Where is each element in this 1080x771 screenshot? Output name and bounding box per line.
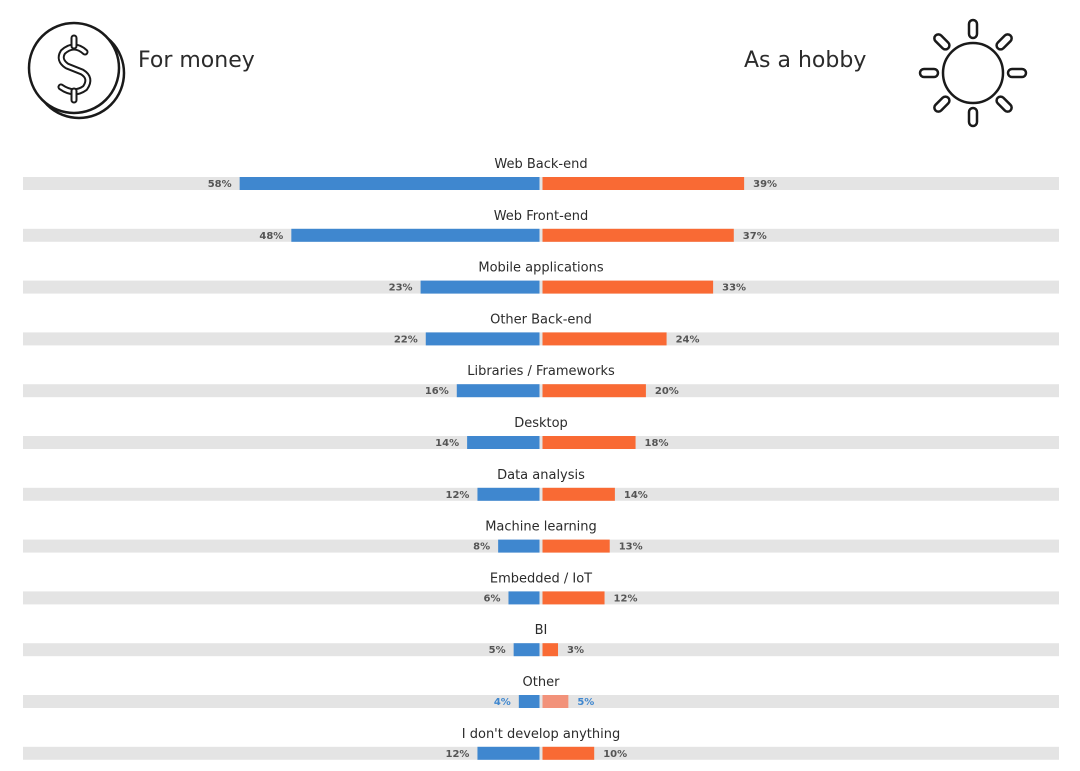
bar-track [23,539,1059,553]
category-label: Mobile applications [478,261,603,276]
for-money-value-label: 58% [208,179,232,190]
for-money-bar [291,228,540,242]
as-a-hobby-value-label: 13% [619,542,643,553]
for-money-value-label: 12% [446,490,470,501]
dollar-coin-icon [27,21,126,120]
sun-icon [918,18,1028,128]
bar-track [23,591,1059,605]
bar-track [23,384,1059,398]
category-label: Other Back-end [490,312,592,327]
as-a-hobby-bar [542,332,667,346]
as-a-hobby-bar [542,591,605,605]
for-money-bar [467,436,540,449]
for-money-bar [239,177,540,190]
for-money-bar [477,746,540,760]
sun-ray [933,95,951,113]
category-label: Desktop [514,416,568,431]
bar-track [23,487,1059,501]
bar-track [23,228,1059,242]
sun-ray [967,18,979,40]
category-label: Other [523,675,561,690]
for-money-bar [456,384,540,398]
category-label: Embedded / IoT [490,571,592,586]
for-money-value-label: 6% [483,593,500,604]
as-a-hobby-value-label: 24% [676,334,700,345]
as-a-hobby-value-label: 12% [614,593,638,604]
sun-ray [995,33,1013,51]
for-money-bar [518,695,540,708]
bar-track [23,332,1059,346]
for-money-bar [420,280,540,294]
bar-track [23,177,1059,190]
sun-ray [967,106,979,128]
for-money-bar [477,487,540,501]
as-a-hobby-bar [542,436,636,449]
category-label: Web Back-end [494,157,587,172]
for-money-value-label: 22% [394,334,418,345]
for-money-value-label: 16% [425,386,449,397]
as-a-hobby-value-label: 39% [753,179,777,190]
as-a-hobby-value-label: 18% [645,438,669,449]
as-a-hobby-value-label: 20% [655,386,679,397]
as-a-hobby-bar [542,643,559,657]
for-money-value-label: 4% [494,697,511,708]
as-a-hobby-bar [542,539,610,553]
category-label: I don't develop anything [462,727,620,742]
as-a-hobby-bar [542,228,734,242]
for-money-label: For money [138,48,255,73]
as-a-hobby-bar [542,280,714,294]
sun-ray [933,33,951,51]
for-money-bar [498,539,540,553]
as-a-hobby-bar [542,746,595,760]
for-money-value-label: 23% [389,283,413,294]
as-a-hobby-value-label: 14% [624,490,648,501]
for-money-bar [513,643,540,657]
sun-ray [995,95,1013,113]
as-a-hobby-bar [542,384,646,398]
as-a-hobby-bar [542,487,615,501]
as-a-hobby-value-label: 37% [743,231,767,242]
as-a-hobby-label: As a hobby [744,48,867,73]
as-a-hobby-value-label: 5% [577,697,594,708]
for-money-bar [508,591,540,605]
sun-ray [1006,67,1028,79]
as-a-hobby-value-label: 3% [567,645,584,656]
for-money-value-label: 14% [435,438,459,449]
for-money-bar [425,332,540,346]
category-label: Libraries / Frameworks [467,364,615,379]
bar-track [23,280,1059,294]
category-label: Web Front-end [494,209,589,224]
category-label: Data analysis [497,468,585,483]
for-money-value-label: 48% [259,231,283,242]
as-a-hobby-value-label: 33% [722,283,746,294]
as-a-hobby-bar [542,177,745,190]
as-a-hobby-value-label: 10% [603,749,627,760]
category-label: Machine learning [485,520,597,535]
for-money-value-label: 12% [446,749,470,760]
bar-track [23,436,1059,449]
sun-ray [918,67,940,79]
bar-track [23,746,1059,760]
bar-track [23,643,1059,657]
for-money-value-label: 5% [489,645,506,656]
for-money-value-label: 8% [473,542,490,553]
category-label: BI [535,623,548,638]
as-a-hobby-bar [542,695,569,708]
bar-track [23,695,1059,708]
